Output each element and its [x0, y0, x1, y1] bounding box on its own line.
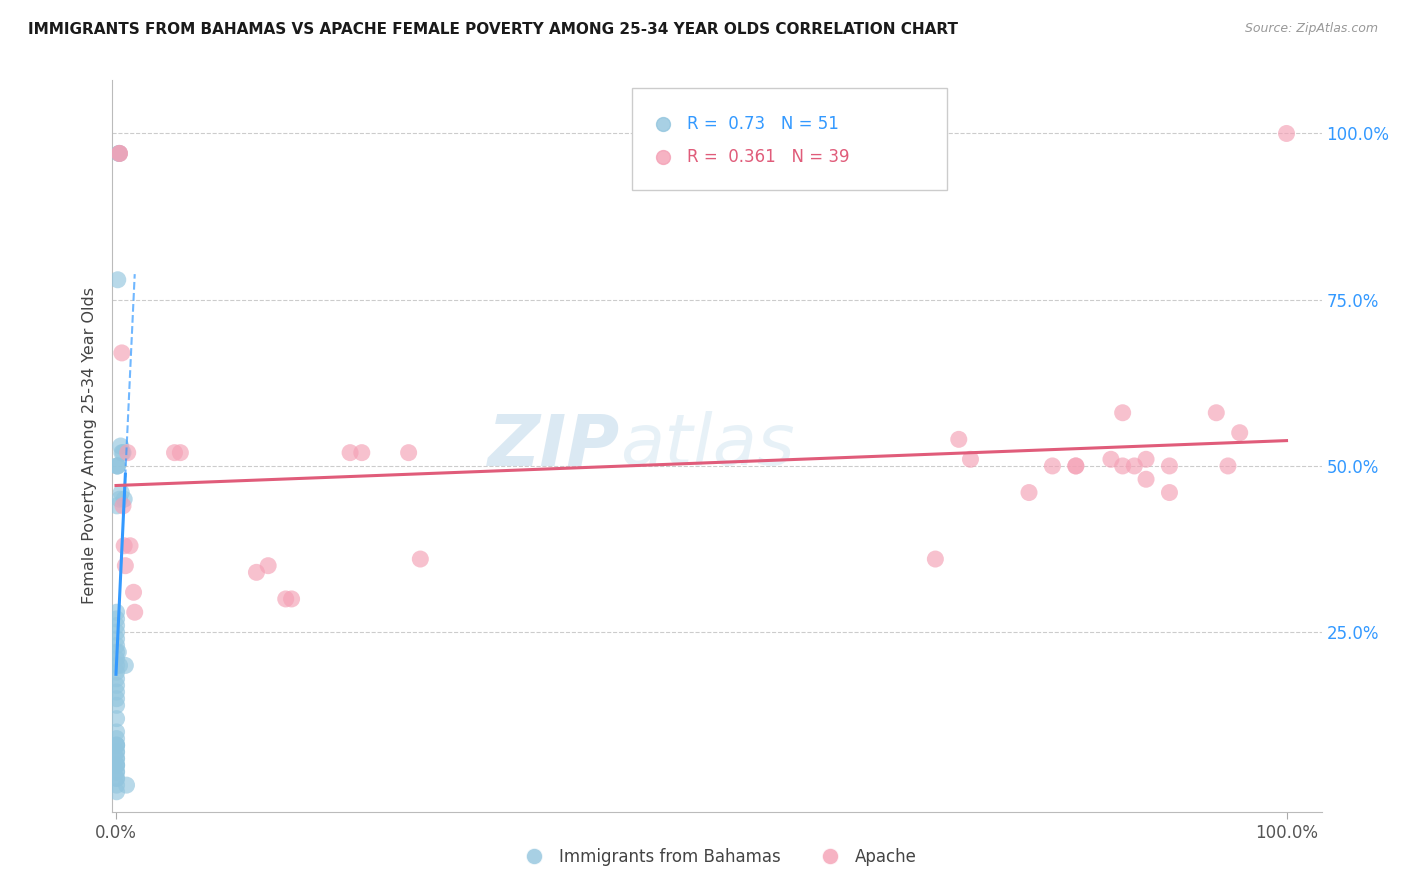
Legend: Immigrants from Bahamas, Apache: Immigrants from Bahamas, Apache	[510, 841, 924, 873]
Point	[105, 738, 128, 752]
Point	[105, 672, 128, 686]
Point	[105, 745, 128, 759]
Point	[118, 539, 141, 553]
Text: R =  0.73   N = 51: R = 0.73 N = 51	[686, 115, 839, 133]
Point	[105, 758, 128, 772]
Point	[105, 785, 128, 799]
Point	[114, 658, 136, 673]
Point	[959, 452, 981, 467]
Point	[105, 625, 128, 640]
Point	[1064, 458, 1087, 473]
Point	[110, 439, 132, 453]
Point	[1042, 458, 1064, 473]
Point	[257, 558, 280, 573]
Point	[1135, 452, 1157, 467]
Point	[1216, 458, 1239, 473]
Point	[1159, 485, 1181, 500]
Point	[105, 678, 128, 692]
Text: IMMIGRANTS FROM BAHAMAS VS APACHE FEMALE POVERTY AMONG 25-34 YEAR OLDS CORRELATI: IMMIGRANTS FROM BAHAMAS VS APACHE FEMALE…	[28, 22, 957, 37]
Point	[105, 772, 128, 786]
Point	[105, 758, 128, 772]
Point	[163, 445, 186, 459]
Point	[105, 778, 128, 792]
Point	[105, 745, 128, 759]
Point	[105, 632, 128, 646]
Point	[105, 772, 128, 786]
FancyBboxPatch shape	[633, 87, 946, 190]
Point	[339, 445, 361, 459]
Point	[105, 639, 128, 653]
Point	[105, 731, 128, 746]
Point	[1111, 406, 1133, 420]
Point	[1205, 406, 1227, 420]
Point	[245, 566, 267, 580]
Text: ZIP: ZIP	[488, 411, 620, 481]
Point	[112, 492, 135, 507]
Point	[105, 764, 128, 779]
Point	[124, 605, 146, 619]
Point	[108, 146, 131, 161]
Point	[107, 645, 129, 659]
Point	[105, 691, 128, 706]
Point	[112, 539, 135, 553]
Point	[105, 712, 128, 726]
Point	[107, 273, 129, 287]
Point	[1099, 452, 1122, 467]
Point	[107, 458, 129, 473]
Point	[110, 485, 132, 500]
Point	[108, 658, 131, 673]
Point	[105, 698, 128, 713]
Point	[1135, 472, 1157, 486]
Point	[169, 445, 191, 459]
Y-axis label: Female Poverty Among 25-34 Year Olds: Female Poverty Among 25-34 Year Olds	[82, 287, 97, 605]
Point	[948, 433, 970, 447]
Point	[105, 738, 128, 752]
Point	[111, 445, 134, 459]
Point	[115, 778, 138, 792]
Point	[105, 458, 128, 473]
Point	[105, 685, 128, 699]
Point	[105, 652, 128, 666]
Point	[105, 605, 128, 619]
Point	[1159, 458, 1181, 473]
Point	[111, 499, 134, 513]
Point	[280, 591, 302, 606]
Point	[105, 725, 128, 739]
Point	[924, 552, 946, 566]
Text: Source: ZipAtlas.com: Source: ZipAtlas.com	[1244, 22, 1378, 36]
Point	[105, 499, 128, 513]
Point	[111, 445, 134, 459]
Point	[105, 751, 128, 765]
Point	[108, 146, 131, 161]
Point	[114, 558, 136, 573]
Point	[105, 751, 128, 765]
Point	[409, 552, 432, 566]
Point	[122, 585, 145, 599]
Point	[105, 612, 128, 626]
Point	[398, 445, 420, 459]
Point	[105, 645, 128, 659]
Point	[1064, 458, 1087, 473]
Text: R =  0.361   N = 39: R = 0.361 N = 39	[686, 148, 849, 166]
Point	[274, 591, 297, 606]
Point	[105, 738, 128, 752]
Point	[105, 665, 128, 679]
Point	[1111, 458, 1133, 473]
Point	[1229, 425, 1251, 440]
Point	[1275, 127, 1298, 141]
Point	[105, 764, 128, 779]
Point	[350, 445, 373, 459]
Point	[108, 146, 131, 161]
Point	[105, 658, 128, 673]
Point	[108, 492, 131, 507]
Point	[105, 618, 128, 632]
Point	[1018, 485, 1040, 500]
Point	[105, 458, 128, 473]
Point	[108, 146, 131, 161]
Text: atlas: atlas	[620, 411, 794, 481]
Point	[105, 758, 128, 772]
Point	[111, 346, 134, 360]
Point	[1123, 458, 1146, 473]
Point	[117, 445, 139, 459]
